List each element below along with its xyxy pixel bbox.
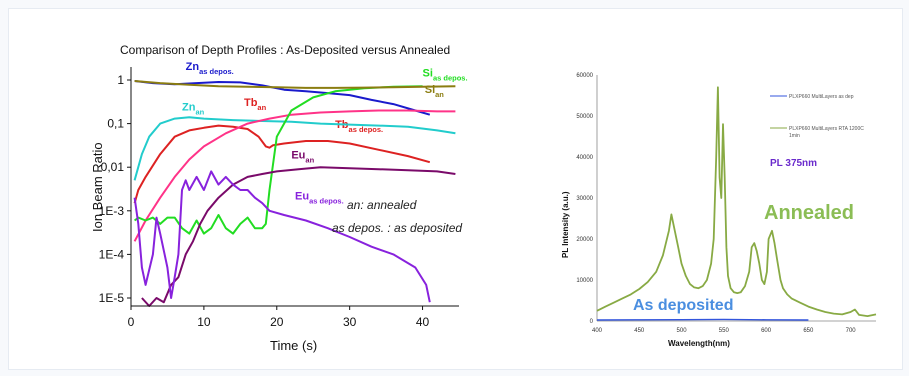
pl-y-tick-label: 20000 [576,237,593,243]
pl-y-tick-label: 10000 [576,278,593,284]
depth-x-tick-label: 10 [197,315,211,329]
depth-series-line-1 [133,116,456,181]
series-label-0: Znas depos. [186,61,234,76]
depth-profile-x-label: Time (s) [270,338,317,353]
depth-y-tick-label: 1 [117,73,124,87]
depth-series-line-4 [133,85,423,235]
depth-x-tick-label: 20 [270,315,284,329]
label-annealed: Annealed [764,202,854,224]
pl-x-ticks: 400 450 500 550 600 650 700 [592,328,856,334]
depth-y-tick-label: 1E-5 [99,291,125,305]
label-as-deposited: As deposited [633,297,733,314]
depth-x-tick-label: 0 [128,315,135,329]
pl-x-tick-label: 500 [677,328,688,334]
pl-series [596,86,877,321]
pl-y-tick-label: 60000 [576,73,593,79]
pl-x-tick-label: 650 [803,328,814,334]
series-label-2: Sian [425,84,445,99]
pl-x-tick-label: 550 [719,328,730,334]
pl-y-tick-label: 40000 [576,155,593,161]
depth-series-line-6 [141,166,456,307]
depth-profile-chart: Comparison of Depth Profiles : As-Deposi… [90,43,468,353]
note-as-deposited: as depos. : as deposited [332,221,462,235]
legend-as-dep: PLXP660 MultiLayers as dep [789,94,854,100]
depth-y-tick-label: 1E-4 [99,247,125,261]
depth-profile-y-ticks: 1 0,1 0,01 1E-3 1E-4 1E-5 [99,73,131,305]
pl-series-line-1 [596,318,809,321]
depth-y-tick-label: 0,1 [107,117,124,131]
legend-rta-line2: 1min [789,133,800,139]
pl-x-tick-label: 700 [846,328,857,334]
series-label-3: Znan [182,101,205,116]
depth-series-line-5 [134,80,456,89]
depth-profile-series [133,80,456,307]
series-label-4: Tban [244,97,267,112]
depth-profile-x-ticks: 0 10 20 30 40 [128,306,430,329]
pl-y-tick-label: 50000 [576,114,593,120]
figure-frame [8,8,903,370]
depth-y-tick-label: 0,01 [101,160,125,174]
depth-series-line-2 [133,124,431,204]
depth-series-line-7 [133,170,431,303]
pl-spectrum-chart: 400 450 500 550 600 650 700 0 10000 20000 30000 40… [561,73,877,348]
pl-y-tick-label: 0 [590,319,594,325]
note-annealed: an: annealed [347,198,417,212]
pl-x-tick-label: 600 [761,328,772,334]
depth-x-tick-label: 40 [416,315,430,329]
depth-y-tick-label: 1E-3 [99,204,125,218]
pl-x-label: Wavelength(nm) [668,339,730,348]
depth-profile-y-label: Ion Beam Ratio [90,142,105,232]
depth-profile-title: Comparison of Depth Profiles : As-Deposi… [120,43,450,57]
pl-y-tick-label: 30000 [576,196,593,202]
pl-y-label: PL Intensity (a.u.) [561,191,570,258]
legend-rta: PLXP660 MultiLayers RTA 1200C [789,126,864,132]
pl-series-line-0 [596,86,877,317]
series-label-6: Euan [291,149,314,164]
pl-x-tick-label: 400 [592,328,603,334]
series-label-1: Sias depos. [423,68,468,83]
pl-x-tick-label: 450 [634,328,645,334]
pl-y-ticks: 0 10000 20000 30000 40000 50000 60000 [576,73,593,325]
depth-x-tick-label: 30 [343,315,357,329]
depth-series-line-3 [133,109,456,242]
pl-annotation: PL 375nm [770,158,817,169]
series-label-7: Euas depos. [295,191,344,206]
